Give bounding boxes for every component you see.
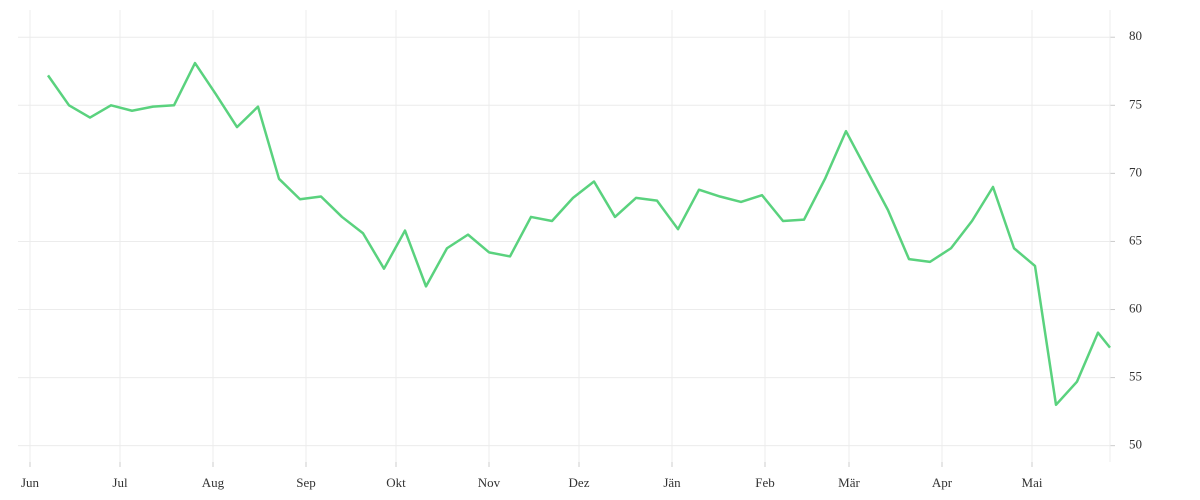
y-tick-label: 50 xyxy=(1129,437,1142,452)
y-tick-label: 55 xyxy=(1129,369,1142,384)
x-tick-label: Jän xyxy=(663,475,681,490)
x-tick-label: Apr xyxy=(932,475,953,490)
x-tick-label: Mai xyxy=(1022,475,1043,490)
x-tick-label: Aug xyxy=(202,475,225,490)
x-tick-label: Mär xyxy=(838,475,860,490)
y-tick-label: 60 xyxy=(1129,301,1142,316)
x-tick-label: Jun xyxy=(21,475,40,490)
y-tick-label: 80 xyxy=(1129,28,1142,43)
y-tick-label: 75 xyxy=(1129,96,1142,111)
x-tick-label: Dez xyxy=(569,475,590,490)
x-tick-label: Feb xyxy=(755,475,775,490)
y-tick-label: 70 xyxy=(1129,164,1142,179)
x-tick-label: Nov xyxy=(478,475,501,490)
x-tick-label: Sep xyxy=(296,475,316,490)
x-tick-label: Jul xyxy=(112,475,128,490)
line-series xyxy=(46,61,1111,407)
x-tick-label: Okt xyxy=(386,475,406,490)
y-tick-label: 65 xyxy=(1129,232,1142,247)
